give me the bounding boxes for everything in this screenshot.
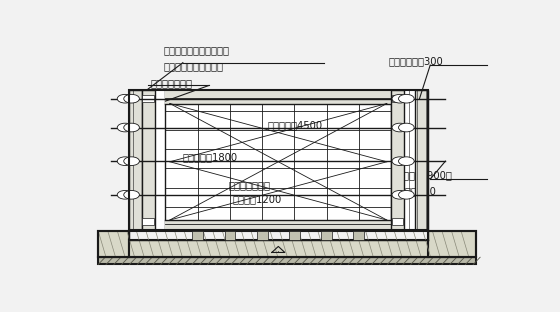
Bar xyxy=(129,90,428,230)
Bar xyxy=(142,218,153,225)
Bar xyxy=(98,231,129,257)
Bar xyxy=(257,231,268,241)
Circle shape xyxy=(399,123,414,132)
Bar xyxy=(129,241,428,257)
Circle shape xyxy=(392,94,408,103)
Bar xyxy=(391,90,404,230)
Bar xyxy=(129,90,428,230)
Circle shape xyxy=(124,123,139,132)
Bar xyxy=(166,220,391,230)
Text: 木枋背楞间距300: 木枋背楞间距300 xyxy=(389,56,444,66)
Circle shape xyxy=(124,190,139,199)
Bar xyxy=(428,231,476,257)
Text: 垂直距600: 垂直距600 xyxy=(400,186,437,196)
Bar xyxy=(192,231,203,241)
Bar xyxy=(166,90,391,230)
Text: 酚醛树脂竹胶模: 酚醛树脂竹胶模 xyxy=(150,78,192,88)
Text: 木枋与企口同断面尺寸，: 木枋与企口同断面尺寸， xyxy=(164,46,229,56)
Bar xyxy=(129,90,142,230)
Circle shape xyxy=(392,157,408,165)
Text: 对拉杆水平距900，: 对拉杆水平距900， xyxy=(391,171,452,181)
Bar xyxy=(289,231,300,241)
Circle shape xyxy=(124,157,139,165)
Bar xyxy=(415,90,428,230)
Circle shape xyxy=(392,123,408,132)
Bar xyxy=(98,257,476,265)
Bar xyxy=(166,90,391,104)
Bar xyxy=(392,95,403,102)
Circle shape xyxy=(117,157,133,165)
Circle shape xyxy=(117,94,133,103)
Text: 满堂脚手架立杆: 满堂脚手架立杆 xyxy=(228,180,270,190)
Text: zhulong.com: zhulong.com xyxy=(413,241,475,251)
Circle shape xyxy=(399,157,414,165)
Bar xyxy=(321,231,332,241)
Circle shape xyxy=(124,94,139,103)
Circle shape xyxy=(399,94,414,103)
Circle shape xyxy=(399,190,414,199)
Bar xyxy=(392,218,403,225)
Circle shape xyxy=(392,190,408,199)
Bar xyxy=(98,231,476,257)
Circle shape xyxy=(117,190,133,199)
Bar xyxy=(353,231,365,241)
Text: 剪刀撑间距4500: 剪刀撑间距4500 xyxy=(268,120,323,130)
Bar xyxy=(225,231,235,241)
Text: 砼浇至底口时再行安装: 砼浇至底口时再行安装 xyxy=(164,61,223,71)
Bar xyxy=(142,90,155,230)
Text: 水平杆步距1800: 水平杆步距1800 xyxy=(183,153,238,163)
Circle shape xyxy=(117,123,133,132)
Text: 纵横间距1200: 纵横间距1200 xyxy=(233,195,282,205)
Bar xyxy=(142,95,153,102)
